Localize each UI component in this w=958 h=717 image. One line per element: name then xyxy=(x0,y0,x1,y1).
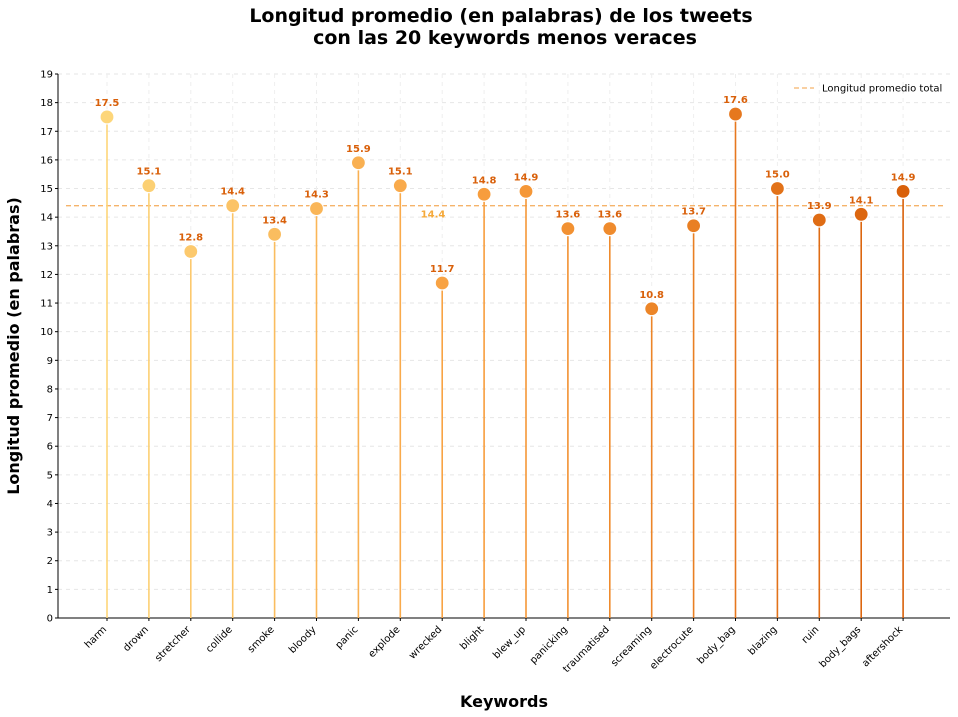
data-label-stretcher: 12.8 xyxy=(178,233,203,244)
data-label-bloody: 14.3 xyxy=(304,190,329,201)
data-label-harm: 17.5 xyxy=(95,98,120,109)
data-label-body_bag: 17.6 xyxy=(723,95,748,106)
x-axis-label: Keywords xyxy=(460,692,548,711)
dot-collide xyxy=(225,198,241,214)
lollipop-stems xyxy=(106,114,904,618)
average-value-label: 14.4 xyxy=(421,210,446,221)
data-label-aftershock: 14.9 xyxy=(891,172,916,183)
x-tick-label-panic: panic xyxy=(334,624,361,651)
y-tick-label: 1 xyxy=(47,585,53,596)
dot-explode xyxy=(392,178,408,194)
y-tick-label: 5 xyxy=(47,470,53,481)
x-tick-label-collide: collide xyxy=(204,624,235,655)
dot-panicking xyxy=(560,221,576,237)
grid-lines xyxy=(58,73,950,618)
dot-screaming xyxy=(644,301,660,317)
data-label-explode: 15.1 xyxy=(388,167,413,178)
data-label-panicking: 13.6 xyxy=(556,210,581,221)
data-labels: 17.5 15.1 12.8 14.4 13.4 14.3 15.9 15.1 11.7 14.8… xyxy=(95,95,916,301)
y-tick-label: 2 xyxy=(47,556,53,567)
x-tick-label-stretcher: stretcher xyxy=(153,624,193,664)
x-tick-label-electrocute: electrocute xyxy=(648,624,696,672)
y-axis-label: Longitud promedio (en palabras) xyxy=(4,197,23,495)
y-tick-label: 15 xyxy=(40,184,53,195)
y-tick-label: 4 xyxy=(47,499,53,510)
y-tick-label: 3 xyxy=(47,528,53,539)
dot-traumatised xyxy=(602,221,618,237)
data-label-blew_up: 14.9 xyxy=(514,172,539,183)
x-tick-label-drown: drown xyxy=(121,624,151,654)
x-tick-label-body_bag: body_bag xyxy=(696,624,738,666)
dot-smoke xyxy=(267,226,283,242)
y-tick-label: 16 xyxy=(40,155,53,166)
data-label-electrocute: 13.7 xyxy=(681,207,706,218)
x-tick-label-blazing: blazing xyxy=(746,624,779,657)
dot-blew_up xyxy=(518,183,534,199)
data-label-blazing: 15.0 xyxy=(765,170,790,181)
y-tick-label: 19 xyxy=(40,70,53,81)
x-tick-label-smoke: smoke xyxy=(246,624,277,655)
y-tick-label: 6 xyxy=(47,442,53,453)
y-tick-label: 10 xyxy=(40,327,53,338)
data-label-blight: 14.8 xyxy=(472,175,497,186)
dot-harm xyxy=(99,109,115,125)
x-tick-label-aftershock: aftershock xyxy=(860,624,905,669)
dot-stretcher xyxy=(183,243,199,260)
y-tick-label: 17 xyxy=(40,127,53,138)
data-label-body_bags: 14.1 xyxy=(849,195,874,206)
x-tick-label-ruin: ruin xyxy=(800,624,822,646)
y-tick-label: 18 xyxy=(40,98,53,109)
dot-ruin xyxy=(811,212,827,228)
dot-blazing xyxy=(769,180,786,197)
dot-body_bags xyxy=(853,206,869,222)
y-tick-label: 14 xyxy=(40,213,53,224)
y-tick-label: 9 xyxy=(47,356,53,367)
dot-electrocute xyxy=(685,218,702,234)
legend-average-label: Longitud promedio total xyxy=(822,84,942,95)
data-label-panic: 15.9 xyxy=(346,144,371,155)
y-tick-label: 8 xyxy=(47,384,53,395)
data-label-smoke: 13.4 xyxy=(262,215,287,226)
data-label-wrecked: 11.7 xyxy=(430,264,455,275)
x-tick-label-blew_up: blew_up xyxy=(491,624,528,661)
dot-aftershock xyxy=(895,183,911,199)
data-label-screaming: 10.8 xyxy=(639,290,664,301)
y-tick-label: 12 xyxy=(40,270,53,281)
dot-wrecked xyxy=(434,275,450,291)
x-tick-label-body_bags: body_bags xyxy=(818,624,864,670)
y-tick-label: 13 xyxy=(40,241,53,252)
dot-panic xyxy=(350,155,366,171)
x-tick-label-harm: harm xyxy=(83,624,109,650)
dot-drown xyxy=(141,178,157,194)
x-tick-label-screaming: screaming xyxy=(609,624,654,669)
dot-bloody xyxy=(308,200,325,217)
legend: Longitud promedio total xyxy=(794,84,942,95)
lollipop-dots xyxy=(99,106,911,317)
y-tick-label: 7 xyxy=(47,413,53,424)
data-label-collide: 14.4 xyxy=(220,187,245,198)
x-tick-label-panicking: panicking xyxy=(528,624,570,666)
chart-title-line-2: con las 20 keywords menos veraces xyxy=(313,27,697,49)
x-tick-label-blight: blight xyxy=(458,624,486,652)
y-tick-label: 11 xyxy=(40,299,53,310)
x-axis-ticks: harm drown stretcher collide smoke bloody pani… xyxy=(83,618,905,675)
data-label-traumatised: 13.6 xyxy=(597,210,622,221)
x-tick-label-wrecked: wrecked xyxy=(407,624,444,661)
y-tick-label: 0 xyxy=(47,614,53,625)
x-tick-label-bloody: bloody xyxy=(287,624,319,656)
x-tick-label-explode: explode xyxy=(367,624,403,660)
chart-title-line-1: Longitud promedio (en palabras) de los t… xyxy=(249,5,752,27)
dot-body_bag xyxy=(727,106,744,122)
data-label-ruin: 13.9 xyxy=(807,201,832,212)
data-label-drown: 15.1 xyxy=(137,167,162,178)
dot-blight xyxy=(476,186,492,202)
